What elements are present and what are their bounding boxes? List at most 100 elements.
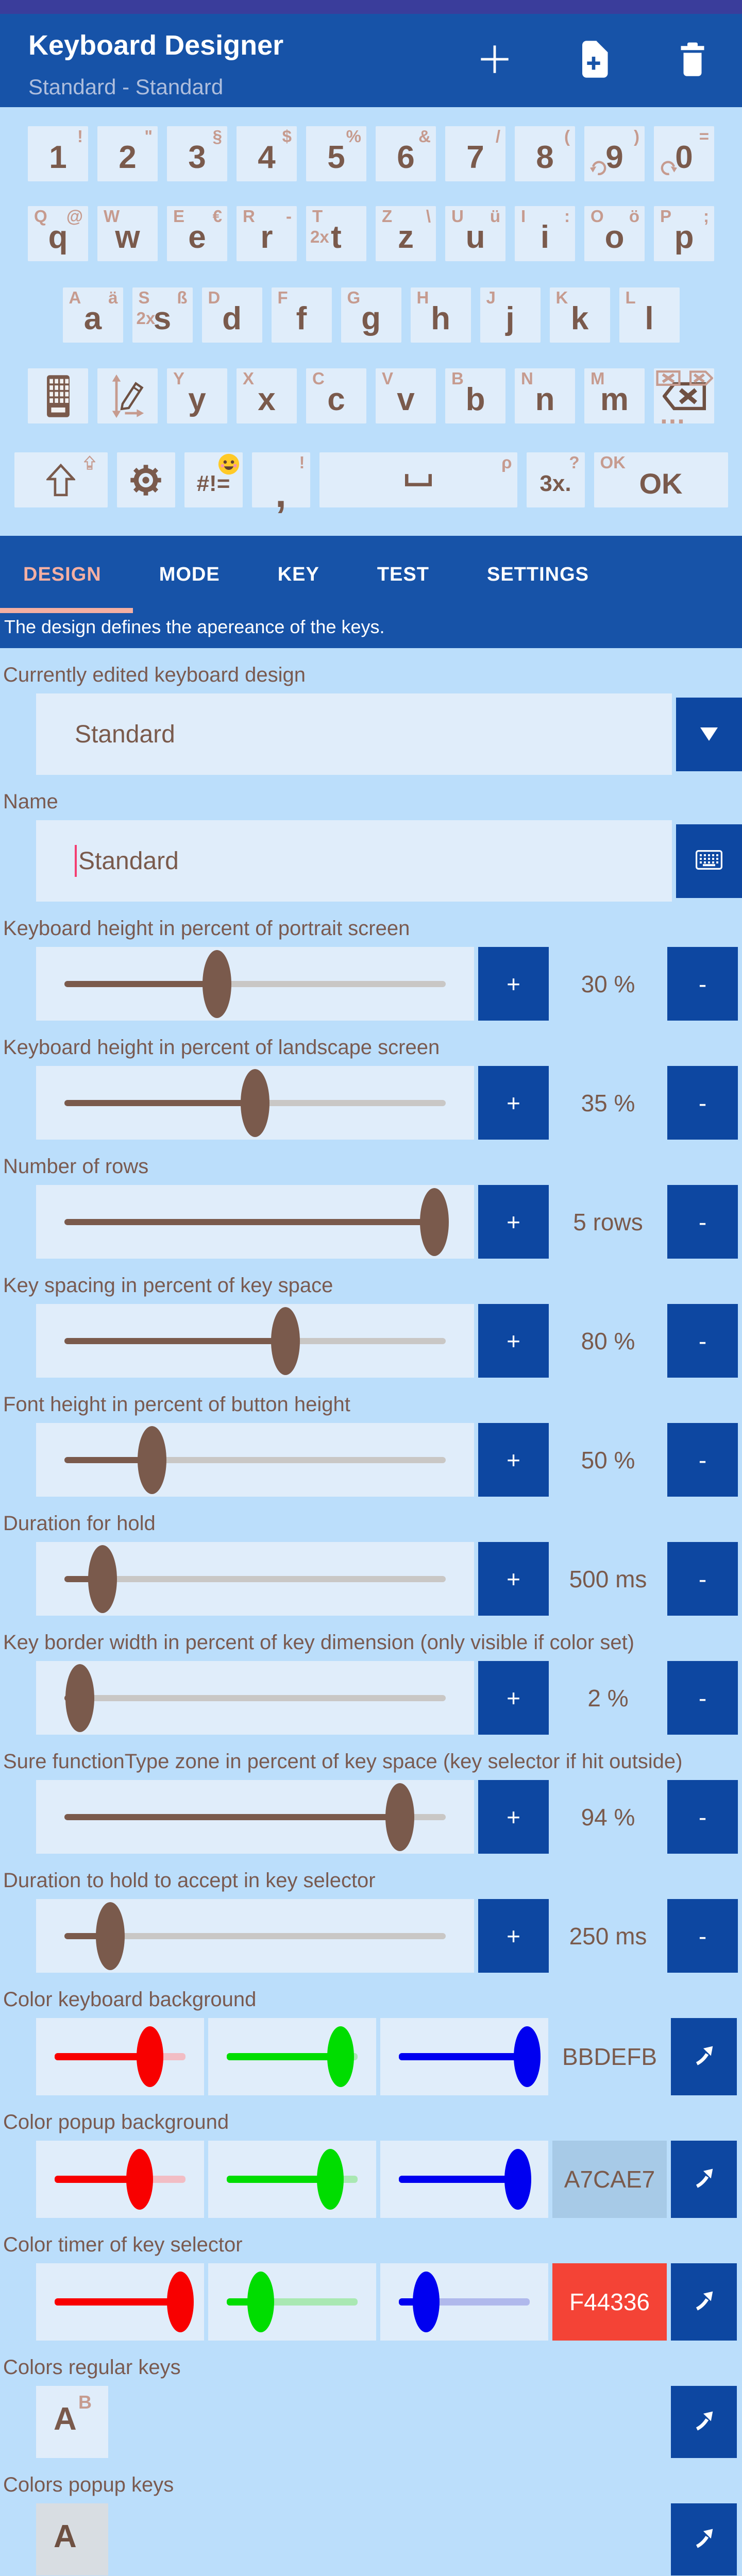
- red-slider-thumb[interactable]: [137, 2026, 164, 2087]
- key-colors-edit-button[interactable]: [671, 2503, 737, 2575]
- tab-settings[interactable]: SETTINGS: [486, 563, 589, 585]
- slider-thumb[interactable]: [271, 1307, 300, 1375]
- gear-key[interactable]: [116, 452, 175, 507]
- space-key[interactable]: ρ: [319, 452, 517, 507]
- increase-button[interactable]: +: [478, 1304, 549, 1378]
- key-3[interactable]: 3 §: [167, 126, 227, 181]
- red-slider[interactable]: [36, 2263, 204, 2341]
- name-input[interactable]: Standard: [36, 820, 672, 902]
- key-q[interactable]: q Q @: [28, 206, 88, 261]
- increase-button[interactable]: +: [478, 1542, 549, 1616]
- decrease-button[interactable]: -: [667, 1661, 738, 1735]
- blue-slider-thumb[interactable]: [513, 2026, 541, 2087]
- key-colors-edit-button[interactable]: [671, 2386, 737, 2458]
- color-picker-button[interactable]: [671, 2018, 737, 2095]
- slider-1[interactable]: [36, 1066, 474, 1140]
- design-dropdown-button[interactable]: [676, 697, 742, 771]
- backspace-key[interactable]: …: [654, 368, 714, 428]
- slider-thumb[interactable]: [88, 1545, 117, 1613]
- green-slider[interactable]: [208, 2018, 376, 2095]
- key-p[interactable]: p P;: [654, 206, 714, 261]
- tab-test[interactable]: TEST: [377, 563, 429, 585]
- key-#!=[interactable]: #!=: [184, 452, 243, 507]
- key-1[interactable]: 1!: [28, 126, 88, 181]
- show-keyboard-button[interactable]: [676, 824, 742, 898]
- green-slider[interactable]: [208, 2141, 376, 2218]
- key-0[interactable]: 0 =: [654, 126, 714, 181]
- slider-thumb[interactable]: [419, 1188, 449, 1256]
- slider-5[interactable]: [36, 1542, 474, 1616]
- design-spinner[interactable]: Standard: [36, 693, 672, 775]
- key-3x.[interactable]: 3x.?: [526, 452, 585, 507]
- increase-button[interactable]: +: [478, 1423, 549, 1497]
- slider-thumb[interactable]: [241, 1069, 269, 1137]
- shift-key[interactable]: [14, 452, 108, 507]
- slider-4[interactable]: [36, 1423, 474, 1497]
- red-slider[interactable]: [36, 2141, 204, 2218]
- blue-slider[interactable]: [380, 2141, 548, 2218]
- slider-thumb[interactable]: [203, 950, 231, 1018]
- key-z[interactable]: z Z \: [376, 206, 436, 261]
- increase-button[interactable]: +: [478, 1780, 549, 1854]
- increase-button[interactable]: +: [478, 1185, 549, 1259]
- tab-design[interactable]: DESIGN: [23, 563, 102, 585]
- key-5[interactable]: 5%: [306, 126, 366, 181]
- green-slider[interactable]: [208, 2263, 376, 2341]
- red-slider[interactable]: [36, 2018, 204, 2095]
- slider-3[interactable]: [36, 1304, 474, 1378]
- increase-button[interactable]: +: [478, 1899, 549, 1973]
- delete-button[interactable]: [674, 41, 711, 80]
- add-button[interactable]: [476, 41, 513, 80]
- key-7[interactable]: 7/: [445, 126, 505, 181]
- slider-6[interactable]: [36, 1661, 474, 1735]
- decrease-button[interactable]: -: [667, 1066, 738, 1140]
- slider-2[interactable]: [36, 1185, 474, 1259]
- green-slider-thumb[interactable]: [247, 2272, 275, 2332]
- tab-mode[interactable]: MODE: [159, 563, 220, 585]
- key-t[interactable]: t T 2x: [306, 206, 366, 261]
- blue-slider[interactable]: [380, 2018, 548, 2095]
- blue-slider-thumb[interactable]: [413, 2272, 440, 2332]
- key-OK[interactable]: OK OK: [594, 452, 728, 507]
- key-9[interactable]: 9): [584, 126, 645, 181]
- slider-8[interactable]: [36, 1899, 474, 1973]
- decrease-button[interactable]: -: [667, 1780, 738, 1854]
- slider-0[interactable]: [36, 947, 474, 1021]
- slider-7[interactable]: [36, 1780, 474, 1854]
- key-2[interactable]: 2 ": [97, 126, 158, 181]
- decrease-button[interactable]: -: [667, 1304, 738, 1378]
- tab-key[interactable]: KEY: [277, 563, 319, 585]
- keyboard-key[interactable]: [28, 368, 88, 423]
- decrease-button[interactable]: -: [667, 1185, 738, 1259]
- slider-thumb[interactable]: [65, 1664, 94, 1732]
- slider-thumb[interactable]: [95, 1902, 125, 1970]
- color-picker-button[interactable]: [671, 2141, 737, 2218]
- increase-button[interactable]: +: [478, 1066, 549, 1140]
- blue-slider[interactable]: [380, 2263, 548, 2341]
- green-slider-thumb[interactable]: [327, 2026, 354, 2087]
- red-slider-thumb[interactable]: [166, 2272, 194, 2332]
- key-8[interactable]: 8(: [515, 126, 575, 181]
- increase-button[interactable]: +: [478, 1661, 549, 1735]
- red-slider-thumb[interactable]: [126, 2149, 154, 2210]
- decrease-button[interactable]: -: [667, 1899, 738, 1973]
- decrease-button[interactable]: -: [667, 1542, 738, 1616]
- slider-thumb[interactable]: [138, 1426, 167, 1494]
